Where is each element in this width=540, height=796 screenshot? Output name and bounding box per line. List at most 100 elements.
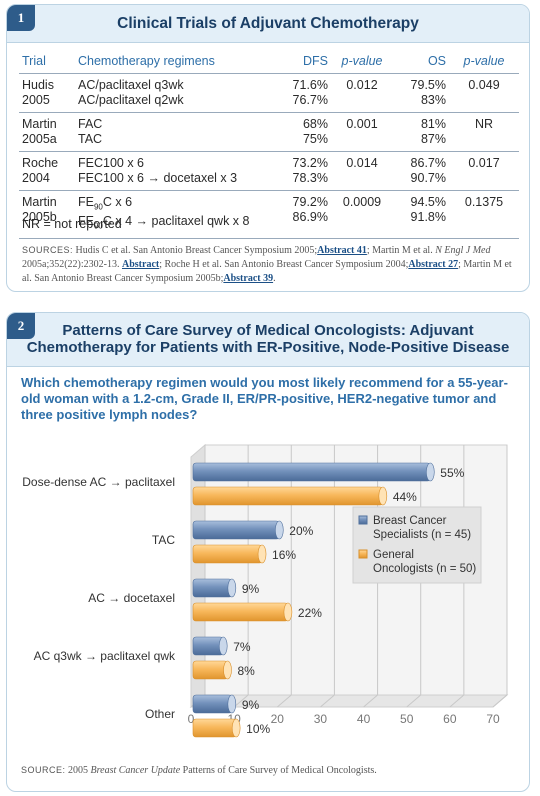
trial-dfs: 73.2% 78.3% [271,151,331,191]
bar-end-cap [274,520,284,540]
trial-regimens-line: FAC [78,116,103,131]
source-text: Patterns of Care Survey of Medical Oncol… [180,765,377,776]
survey-panel: 2 Patterns of Care Survey of Medical Onc… [6,312,530,792]
trial-regimens-line: FE90C x 4 → paclitaxel qwk x 8 [78,214,250,231]
col-dfs: DFS [271,49,331,74]
bar-end-cap [231,718,241,738]
bar-value-label: 20% [289,524,313,538]
bar-end-cap [223,660,232,680]
bar-end-cap [378,486,388,506]
trials-sources: SOURCES: Hudis C et al. San Antonio Brea… [22,243,520,286]
abstract-link[interactable]: Abstract 27 [408,259,459,270]
legend-swatch-specialists [358,515,368,525]
trial-regimens: FEC100 x 6 FEC100 x 6 → docetaxel x 3 [75,151,271,191]
journal-name: N Engl J Med [435,245,491,256]
trial-os-line: 79.5% [410,77,446,92]
survey-title-line2: Chemotherapy for Patients with ER-Positi… [26,339,510,356]
trial-p-value-dfs: 0.0009 [331,190,393,239]
trial-regimens: FAC TAC [75,112,271,152]
bar-value-label: 8% [238,664,256,678]
trial-dfs-line: 68% [302,116,328,131]
trial-p-value-os-line: 0.1375 [464,194,504,209]
gridline-floor [492,694,508,708]
gridline-floor [233,694,249,708]
trial-p-value-dfs: 0.014 [331,151,393,191]
bar-specialists [192,462,431,482]
source-text: Hudis C et al. San Antonio Breast Cancer… [73,245,318,256]
trial-name-line: Martin [22,194,57,209]
trial-os-line: 90.7% [410,170,446,185]
trial-os-line: 91.8% [410,209,446,224]
trial-p-value-os-line: 0.049 [468,77,500,92]
trial-p-value-dfs-line: 0.014 [346,155,378,170]
trial-dfs: 68% 75% [271,112,331,152]
trial-row: Roche 2004 FEC100 x 6 FEC100 x 6 → docetaxe… [19,151,519,191]
trial-p-value-dfs-line: 0.0009 [342,194,382,209]
trial-dfs-line: 76.7% [292,92,328,107]
abstract-link[interactable]: Abstract 39 [223,273,274,284]
trial-p-value-os-line: NR [474,116,494,131]
trial-name-line: 2005a [22,131,57,146]
trial-regimens: AC/paclitaxel q3wk AC/paclitaxel q2wk [75,73,271,113]
trial-dfs-line: 73.2% [292,155,328,170]
trial-p-value-dfs-line: 0.001 [346,116,378,131]
bar-general-oncologists [192,486,384,506]
trial-p-value-os: 0.049 [449,73,519,113]
col-os: OS [393,49,449,74]
legend-swatch-general [358,549,368,559]
trial-dfs-line: 79.2% [292,194,328,209]
trial-regimens: FE90C x 6 FE90C x 4 → paclitaxel qwk x 8 [75,190,271,239]
trial-p-value-os: 0.017 [449,151,519,191]
trial-dfs: 71.6% 76.7% [271,73,331,113]
trial-row: Martin 2005b FE90C x 6 FE90C x 4 → paclitax… [19,190,519,239]
bar-end-cap [227,694,237,714]
trial-p-value-dfs: 0.012 [331,73,393,113]
gridline-floor [320,694,335,708]
bar-end-cap [218,636,228,656]
survey-panel-title: Patterns of Care Survey of Medical Oncol… [7,313,529,356]
trial-name: Hudis 2005 [19,73,75,113]
bar-value-label: 7% [233,640,251,654]
legend-box [352,506,482,584]
bar-specialists [192,636,224,656]
legend-label: Breast Cancer Specialists (n = 45) [373,515,471,541]
trial-os-line: 94.5% [410,194,446,209]
trials-table: Trial Chemotherapy regimens DFS p-value … [19,49,519,239]
bar-value-label: 44% [393,490,417,504]
category-label: TAC [152,533,175,547]
category-label: Other [145,707,175,721]
panel-number-badge: 1 [7,5,35,31]
col-p-value-dfs: p-value [331,49,393,74]
trial-os-line: 83% [420,92,446,107]
trial-regimens-line: FEC100 x 6 [78,155,145,170]
survey-title-line1: Patterns of Care Survey of Medical Oncol… [62,322,474,339]
x-tick-label: 70 [486,712,500,726]
abstract-link[interactable]: Abstract [122,259,160,270]
abstract-link[interactable]: Abstract 41 [317,245,367,256]
trial-p-value-os: NR [449,112,519,152]
col-regimens: Chemotherapy regimens [75,49,271,74]
table-footnote: NR = not reported [22,217,122,231]
bar-value-label: 55% [440,466,464,480]
x-tick-label: 20 [271,712,285,726]
sources-label: SOURCES: [22,245,74,255]
trial-name-line: 2005 [22,92,50,107]
source-text: 2005 [65,765,91,776]
source-text: 2005a;352(22):2302-13. [22,259,122,270]
col-p-value-os-label: p-value [463,53,505,68]
trial-os: 81% 87% [393,112,449,152]
bar-end-cap [257,544,267,564]
bar-specialists [192,694,233,714]
trial-row: Hudis 2005 AC/paclitaxel q3wk AC/paclitaxel… [19,73,519,113]
bar-value-label: 9% [242,582,260,596]
x-tick-label: 50 [400,712,414,726]
source-text: ; Martin M et al. San Antonio Breast Can… [22,259,512,284]
survey-bar-chart: 010203040506070Dose-dense AC → paclitaxe… [22,443,509,738]
trial-name-line: Martin [22,116,57,131]
trial-p-value-dfs-line: 0.012 [346,77,378,92]
x-tick-label: 0 [188,712,195,726]
trials-panel-header: 1 Clinical Trials of Adjuvant Chemothera… [7,5,529,43]
plot-floor [189,694,509,708]
bar-end-cap [283,602,293,622]
source-text: ; Roche H et al. San Antonio Breast Canc… [159,259,409,270]
